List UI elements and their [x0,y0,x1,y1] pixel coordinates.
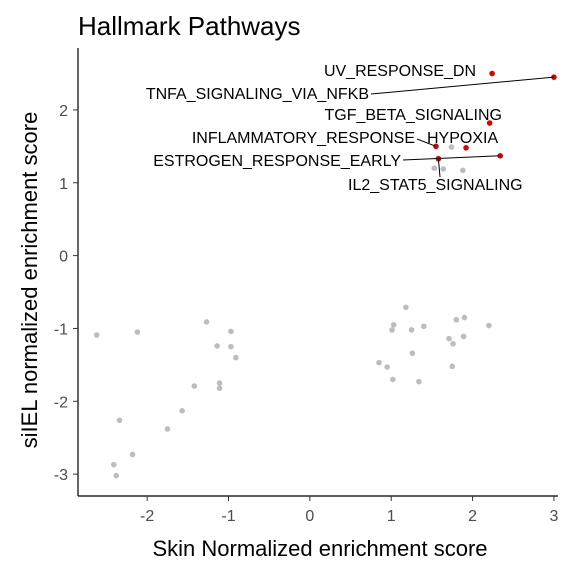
x-tick-label: 2 [468,508,477,525]
data-point [113,472,120,479]
data-point [93,332,100,338]
data-point [191,383,198,389]
data-point [389,327,395,333]
data-point [460,333,467,340]
label-leader-line [416,138,437,147]
label-layer: UV_RESPONSE_DN TNFA_SIGNALING_VIA_NFKB TGF… [146,63,523,194]
highlighted-point [486,120,493,126]
label-leader-line [370,76,554,95]
data-point [214,343,220,349]
leader-layer [370,76,554,178]
point-label: IL2_STAT5_SIGNALING [348,177,523,194]
highlighted-point [433,143,439,150]
data-point [460,167,466,174]
data-point [449,363,456,370]
data-point [409,350,416,357]
highlighted-point [497,153,504,159]
data-point [164,426,171,432]
data-point [228,328,234,335]
data-point [448,144,455,150]
x-tick-label: -2 [140,508,154,525]
point-label: TGF_BETA_SIGNALING [324,107,502,124]
data-point [203,319,210,325]
x-tick-label: -1 [221,508,235,525]
data-point [216,380,223,386]
highlighted-point [463,144,469,151]
data-point [446,335,452,342]
point-label: ESTROGEN_RESPONSE_EARLY [153,153,401,170]
data-point [110,461,117,468]
data-point [129,451,136,458]
y-tick-label: -2 [54,394,68,411]
data-point [376,359,382,366]
point-label: HYPOXIA [427,130,498,147]
data-point [134,329,141,335]
y-tick-label: 2 [59,103,68,120]
data-point [440,166,447,172]
data-point [461,314,468,321]
data-point [216,385,223,391]
point-label: UV_RESPONSE_DN [324,63,476,80]
data-point [416,378,422,385]
data-point [431,165,438,171]
x-tick-label: 1 [387,508,396,525]
data-point [179,407,185,414]
y-tick-label: -3 [54,467,68,484]
y-tick-label: 0 [59,249,68,266]
y-axis-title: siIEL normalized enrichment score [17,112,42,449]
data-point [390,322,397,328]
data-point [486,322,492,329]
data-point [420,323,427,330]
x-tick-label: 0 [305,508,314,525]
data-point [228,343,234,350]
chart-title: Hallmark Pathways [78,11,301,41]
data-point [390,376,396,383]
axis-layer: -2 -1 0 1 2 3 -3 -2 -1 0 1 2 [54,48,558,525]
label-leader-line [402,155,501,161]
data-point [408,327,415,333]
point-label: TNFA_SIGNALING_VIA_NFKB [146,86,369,103]
highlighted-point [489,70,495,77]
data-point [403,304,409,311]
point-layer [93,70,557,479]
y-tick-label: -1 [54,321,68,338]
data-point [450,340,456,347]
data-point [233,354,239,361]
point-label: INFLAMMATORY_RESPONSE [192,130,415,147]
x-tick-label: 3 [549,508,558,525]
label-leader-line [437,158,441,178]
data-point [116,417,123,424]
x-axis-title: Skin Normalized enrichment score [152,536,487,561]
y-tick-label: 1 [59,176,68,193]
data-point [384,364,390,370]
data-point [453,316,460,323]
